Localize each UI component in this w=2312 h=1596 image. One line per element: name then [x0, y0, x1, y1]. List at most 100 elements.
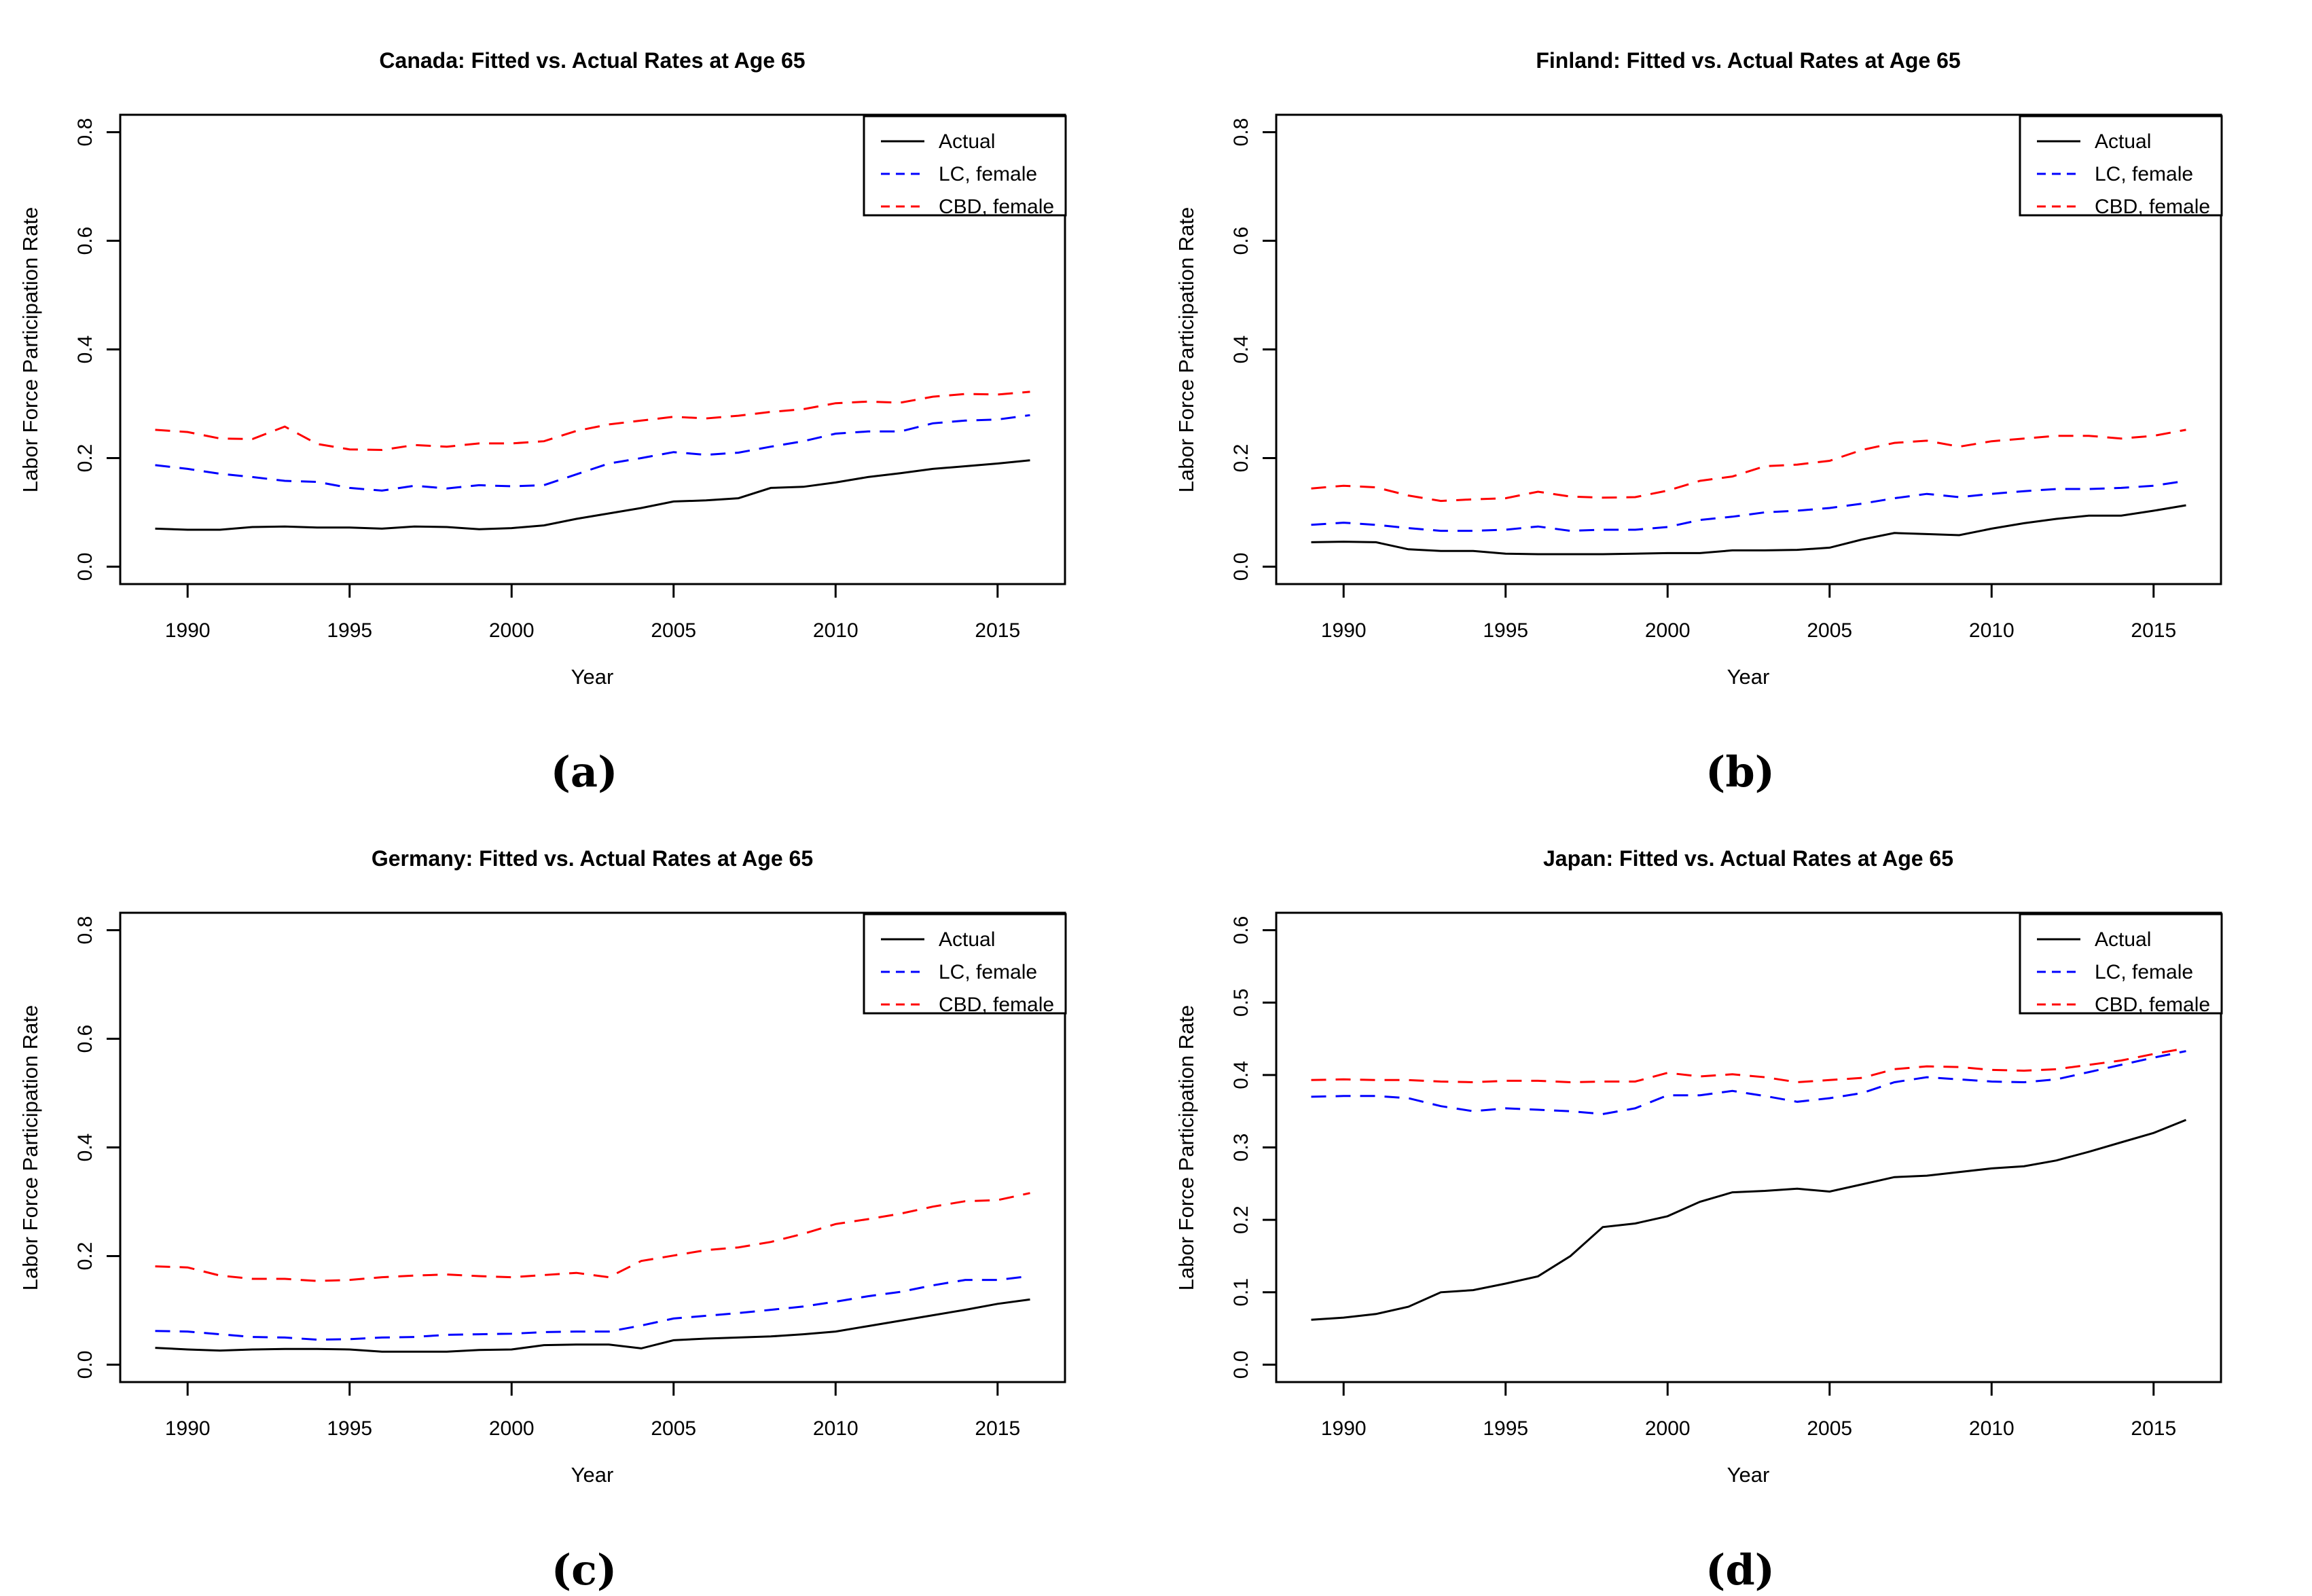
x-tick-label: 2005 [651, 1417, 696, 1440]
series-line-cbd-female [1311, 1047, 2186, 1084]
y-tick-label: 0.2 [1230, 444, 1252, 473]
y-axis-label: Labor Force Participation Rate [18, 207, 42, 492]
x-tick-label: 1995 [1483, 619, 1528, 642]
y-tick-label: 0.2 [74, 444, 96, 473]
chart-title: Japan: Fitted vs. Actual Rates at Age 65 [1543, 846, 1953, 871]
x-tick-label: 1990 [1321, 1417, 1367, 1440]
series-group [1311, 429, 2186, 556]
x-tick-label: 2010 [1969, 1417, 2015, 1440]
y-tick-label: 0.4 [74, 335, 96, 364]
legend: Actual LC, female CBD, female [2019, 913, 2223, 1016]
y-tick-label: 0.6 [1230, 916, 1252, 945]
y-tick-label: 0.0 [74, 1351, 96, 1379]
x-tick-label: 2015 [2131, 1417, 2176, 1440]
y-axis-label: Labor Force Participation Rate [18, 1005, 42, 1290]
x-tick-label: 2000 [489, 619, 535, 642]
x-tick-label: 2010 [1969, 619, 2015, 642]
series-group [1311, 1047, 2187, 1321]
panel-canada: Canada: Fitted vs. Actual Rates at Age 6… [0, 0, 1156, 798]
series-line-actual [1311, 1119, 2187, 1321]
axes: 1990 1995 2000 2005 2010 2015 0.0 0.2 0.4 0.6 0.8 [74, 118, 1020, 642]
chart-germany: Germany: Fitted vs. Actual Rates at Age … [18, 846, 1067, 1595]
x-axis-label: Year [571, 665, 614, 689]
x-tick-label: 1990 [165, 1417, 211, 1440]
x-tick-label: 1995 [327, 619, 372, 642]
y-tick-label: 0.8 [1230, 118, 1252, 147]
legend-label-lc-female: LC, female [2095, 163, 2193, 185]
y-tick-label: 0.6 [74, 1025, 96, 1053]
y-tick-label: 0.2 [1230, 1205, 1252, 1234]
x-tick-label: 1990 [165, 619, 211, 642]
series-line-lc-female [155, 414, 1030, 492]
series-line-actual [1311, 504, 2186, 556]
y-axis-label: Labor Force Participation Rate [1174, 207, 1198, 492]
subfigure-caption: (c) [552, 1545, 617, 1595]
legend-box [2019, 913, 2223, 1015]
legend: Actual LC, female CBD, female [2019, 115, 2223, 218]
x-tick-label: 2005 [1807, 1417, 1852, 1440]
legend-label-lc-female: LC, female [2095, 961, 2193, 983]
y-axis-label: Labor Force Participation Rate [1174, 1005, 1198, 1290]
legend-label-actual: Actual [939, 928, 995, 951]
legend-box [2019, 115, 2223, 217]
x-tick-label: 1990 [1321, 619, 1367, 642]
series-group [155, 1192, 1030, 1353]
series-line-lc-female [155, 1275, 1030, 1341]
y-tick-label: 0.6 [1230, 227, 1252, 255]
legend-label-actual: Actual [2095, 130, 2151, 153]
axes: 1990 1995 2000 2005 2010 2015 0.0 0.2 0.4 0.6 0.8 [74, 916, 1020, 1440]
series-line-actual [155, 1298, 1030, 1353]
x-tick-label: 2005 [651, 619, 696, 642]
legend-label-cbd-female: CBD, female [939, 994, 1054, 1016]
panel-japan: Japan: Fitted vs. Actual Rates at Age 65… [1156, 798, 2312, 1596]
legend-label-cbd-female: CBD, female [939, 196, 1054, 218]
y-tick-label: 0.6 [74, 227, 96, 255]
series-line-cbd-female [1311, 429, 2186, 503]
legend: Actual LC, female CBD, female [863, 913, 1067, 1016]
legend-label-lc-female: LC, female [939, 163, 1037, 185]
chart-canada: Canada: Fitted vs. Actual Rates at Age 6… [18, 48, 1067, 797]
y-tick-label: 0.0 [1230, 553, 1252, 581]
legend-label-cbd-female: CBD, female [2095, 994, 2210, 1016]
series-line-cbd-female [155, 391, 1030, 452]
subfigure-caption: (b) [1705, 747, 1775, 797]
chart-finland: Finland: Fitted vs. Actual Rates at Age … [1174, 48, 2223, 797]
subfigure-caption: (a) [551, 747, 618, 797]
y-tick-label: 0.0 [74, 553, 96, 581]
panel-finland: Finland: Fitted vs. Actual Rates at Age … [1156, 0, 2312, 798]
series-group [155, 391, 1030, 531]
y-tick-label: 0.0 [1230, 1351, 1252, 1379]
legend-label-actual: Actual [939, 130, 995, 153]
panel-germany: Germany: Fitted vs. Actual Rates at Age … [0, 798, 1156, 1596]
series-line-cbd-female [155, 1192, 1030, 1282]
y-tick-label: 0.8 [74, 916, 96, 945]
y-tick-label: 0.5 [1230, 988, 1252, 1017]
y-tick-label: 0.4 [74, 1133, 96, 1162]
x-axis-label: Year [1727, 1463, 1770, 1487]
x-axis-label: Year [571, 1463, 614, 1487]
x-tick-label: 2015 [2131, 619, 2176, 642]
x-tick-label: 2015 [975, 619, 1020, 642]
x-tick-label: 2000 [1645, 1417, 1691, 1440]
y-tick-label: 0.1 [1230, 1278, 1252, 1307]
x-tick-label: 1995 [327, 1417, 372, 1440]
x-tick-label: 2000 [489, 1417, 535, 1440]
axes: 1990 1995 2000 2005 2010 2015 0.0 0.1 0.2 0.3 0.4 0… [1230, 916, 2176, 1440]
legend-box [863, 115, 1067, 217]
x-tick-label: 2010 [813, 619, 859, 642]
y-tick-label: 0.4 [1230, 1061, 1252, 1089]
axes: 1990 1995 2000 2005 2010 2015 0.0 0.2 0.4 0.6 0.8 [1230, 118, 2176, 642]
legend-label-lc-female: LC, female [939, 961, 1037, 983]
x-tick-label: 2000 [1645, 619, 1691, 642]
series-line-lc-female [1311, 479, 2186, 532]
x-tick-label: 2005 [1807, 619, 1852, 642]
legend-label-actual: Actual [2095, 928, 2151, 951]
series-line-actual [155, 459, 1030, 531]
chart-title: Canada: Fitted vs. Actual Rates at Age 6… [379, 48, 805, 73]
y-tick-label: 0.3 [1230, 1133, 1252, 1162]
y-tick-label: 0.4 [1230, 335, 1252, 364]
y-tick-label: 0.8 [74, 118, 96, 147]
subfigure-caption: (d) [1705, 1545, 1775, 1595]
x-tick-label: 1995 [1483, 1417, 1528, 1440]
